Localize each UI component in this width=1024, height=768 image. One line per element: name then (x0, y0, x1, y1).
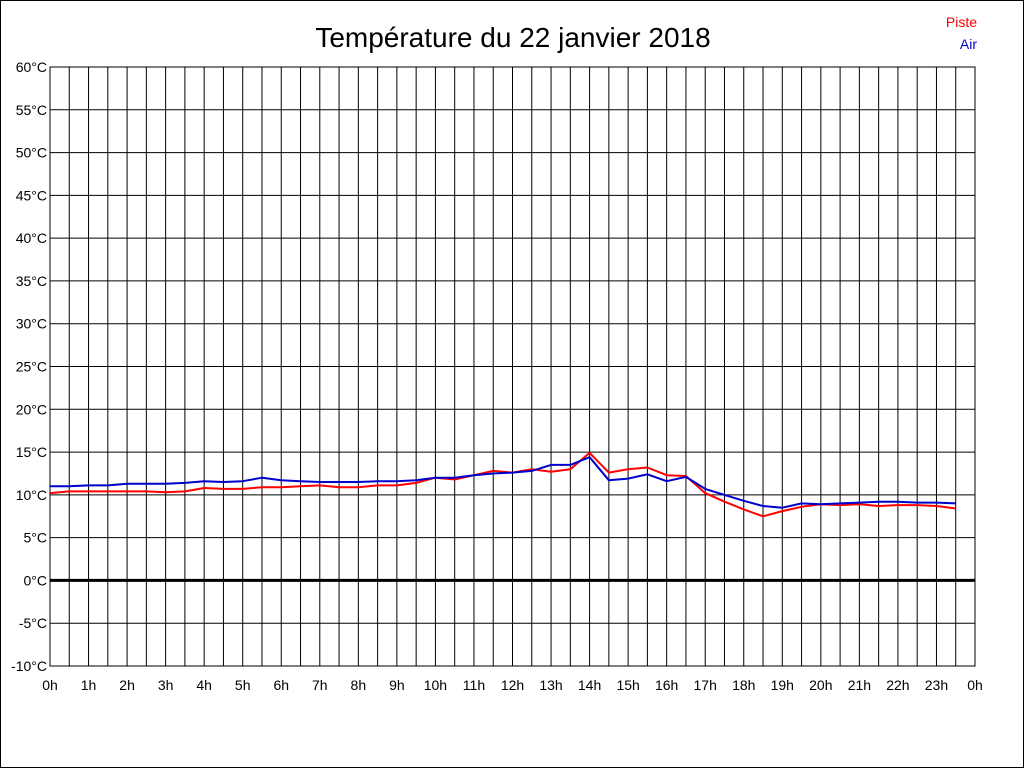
chart-title: Température du 22 janvier 2018 (315, 22, 710, 53)
y-tick-label: 55°C (16, 102, 47, 118)
x-tick-label: 10h (424, 677, 447, 693)
tick-labels: 60°C 55°C 50°C 45°C 40°C 35°C 30°C 25°C 20°C 15°C… (11, 59, 983, 693)
x-tick-label: 20h (809, 677, 832, 693)
x-tick-label: 18h (732, 677, 755, 693)
x-tick-label: 0h (42, 677, 58, 693)
x-tick-label: 14h (578, 677, 601, 693)
y-tick-label: 35°C (16, 273, 47, 289)
x-tick-label: 21h (848, 677, 871, 693)
x-tick-label: 8h (351, 677, 367, 693)
x-tick-label: 6h (273, 677, 289, 693)
series-lines (49, 451, 956, 518)
x-tick-label: 0h (967, 677, 983, 693)
plot-border (49, 66, 976, 667)
y-tick-label: 0°C (24, 572, 48, 588)
y-tick-label: 5°C (24, 530, 48, 546)
y-tick-label: 60°C (16, 59, 47, 75)
y-tick-label: 45°C (16, 187, 47, 203)
y-tick-label: 15°C (16, 444, 47, 460)
legend-entry-piste: Piste (946, 14, 977, 30)
axes (49, 66, 976, 667)
y-tick-label: 25°C (16, 359, 47, 375)
legend-entry-air: Air (960, 36, 977, 52)
x-tick-label: 1h (81, 677, 97, 693)
y-tick-label: 50°C (16, 145, 47, 161)
x-tick-label: 19h (771, 677, 794, 693)
x-tick-label: 3h (158, 677, 174, 693)
x-tick-label: 12h (501, 677, 524, 693)
series-line-air (50, 456, 956, 509)
x-tick-label: 13h (539, 677, 562, 693)
x-tick-label: 22h (886, 677, 909, 693)
x-tick-label: 23h (925, 677, 948, 693)
x-tick-label: 11h (463, 677, 485, 693)
x-tick-label: 15h (616, 677, 639, 693)
x-tick-label: 17h (694, 677, 717, 693)
y-tick-label: -5°C (19, 615, 47, 631)
y-tick-label: 40°C (16, 230, 47, 246)
y-tick-label: 30°C (16, 316, 47, 332)
y-tick-label: -10°C (11, 658, 47, 674)
y-tick-label: 20°C (16, 401, 47, 417)
series-line-piste (49, 451, 956, 518)
legend: Piste Air (946, 14, 977, 52)
x-tick-label: 5h (235, 677, 251, 693)
x-tick-label: 2h (119, 677, 135, 693)
x-tick-label: 16h (655, 677, 678, 693)
x-tick-label: 4h (196, 677, 212, 693)
x-tick-label: 9h (389, 677, 405, 693)
x-tick-label: 7h (312, 677, 328, 693)
y-tick-label: 10°C (16, 487, 47, 503)
grid (49, 66, 976, 667)
